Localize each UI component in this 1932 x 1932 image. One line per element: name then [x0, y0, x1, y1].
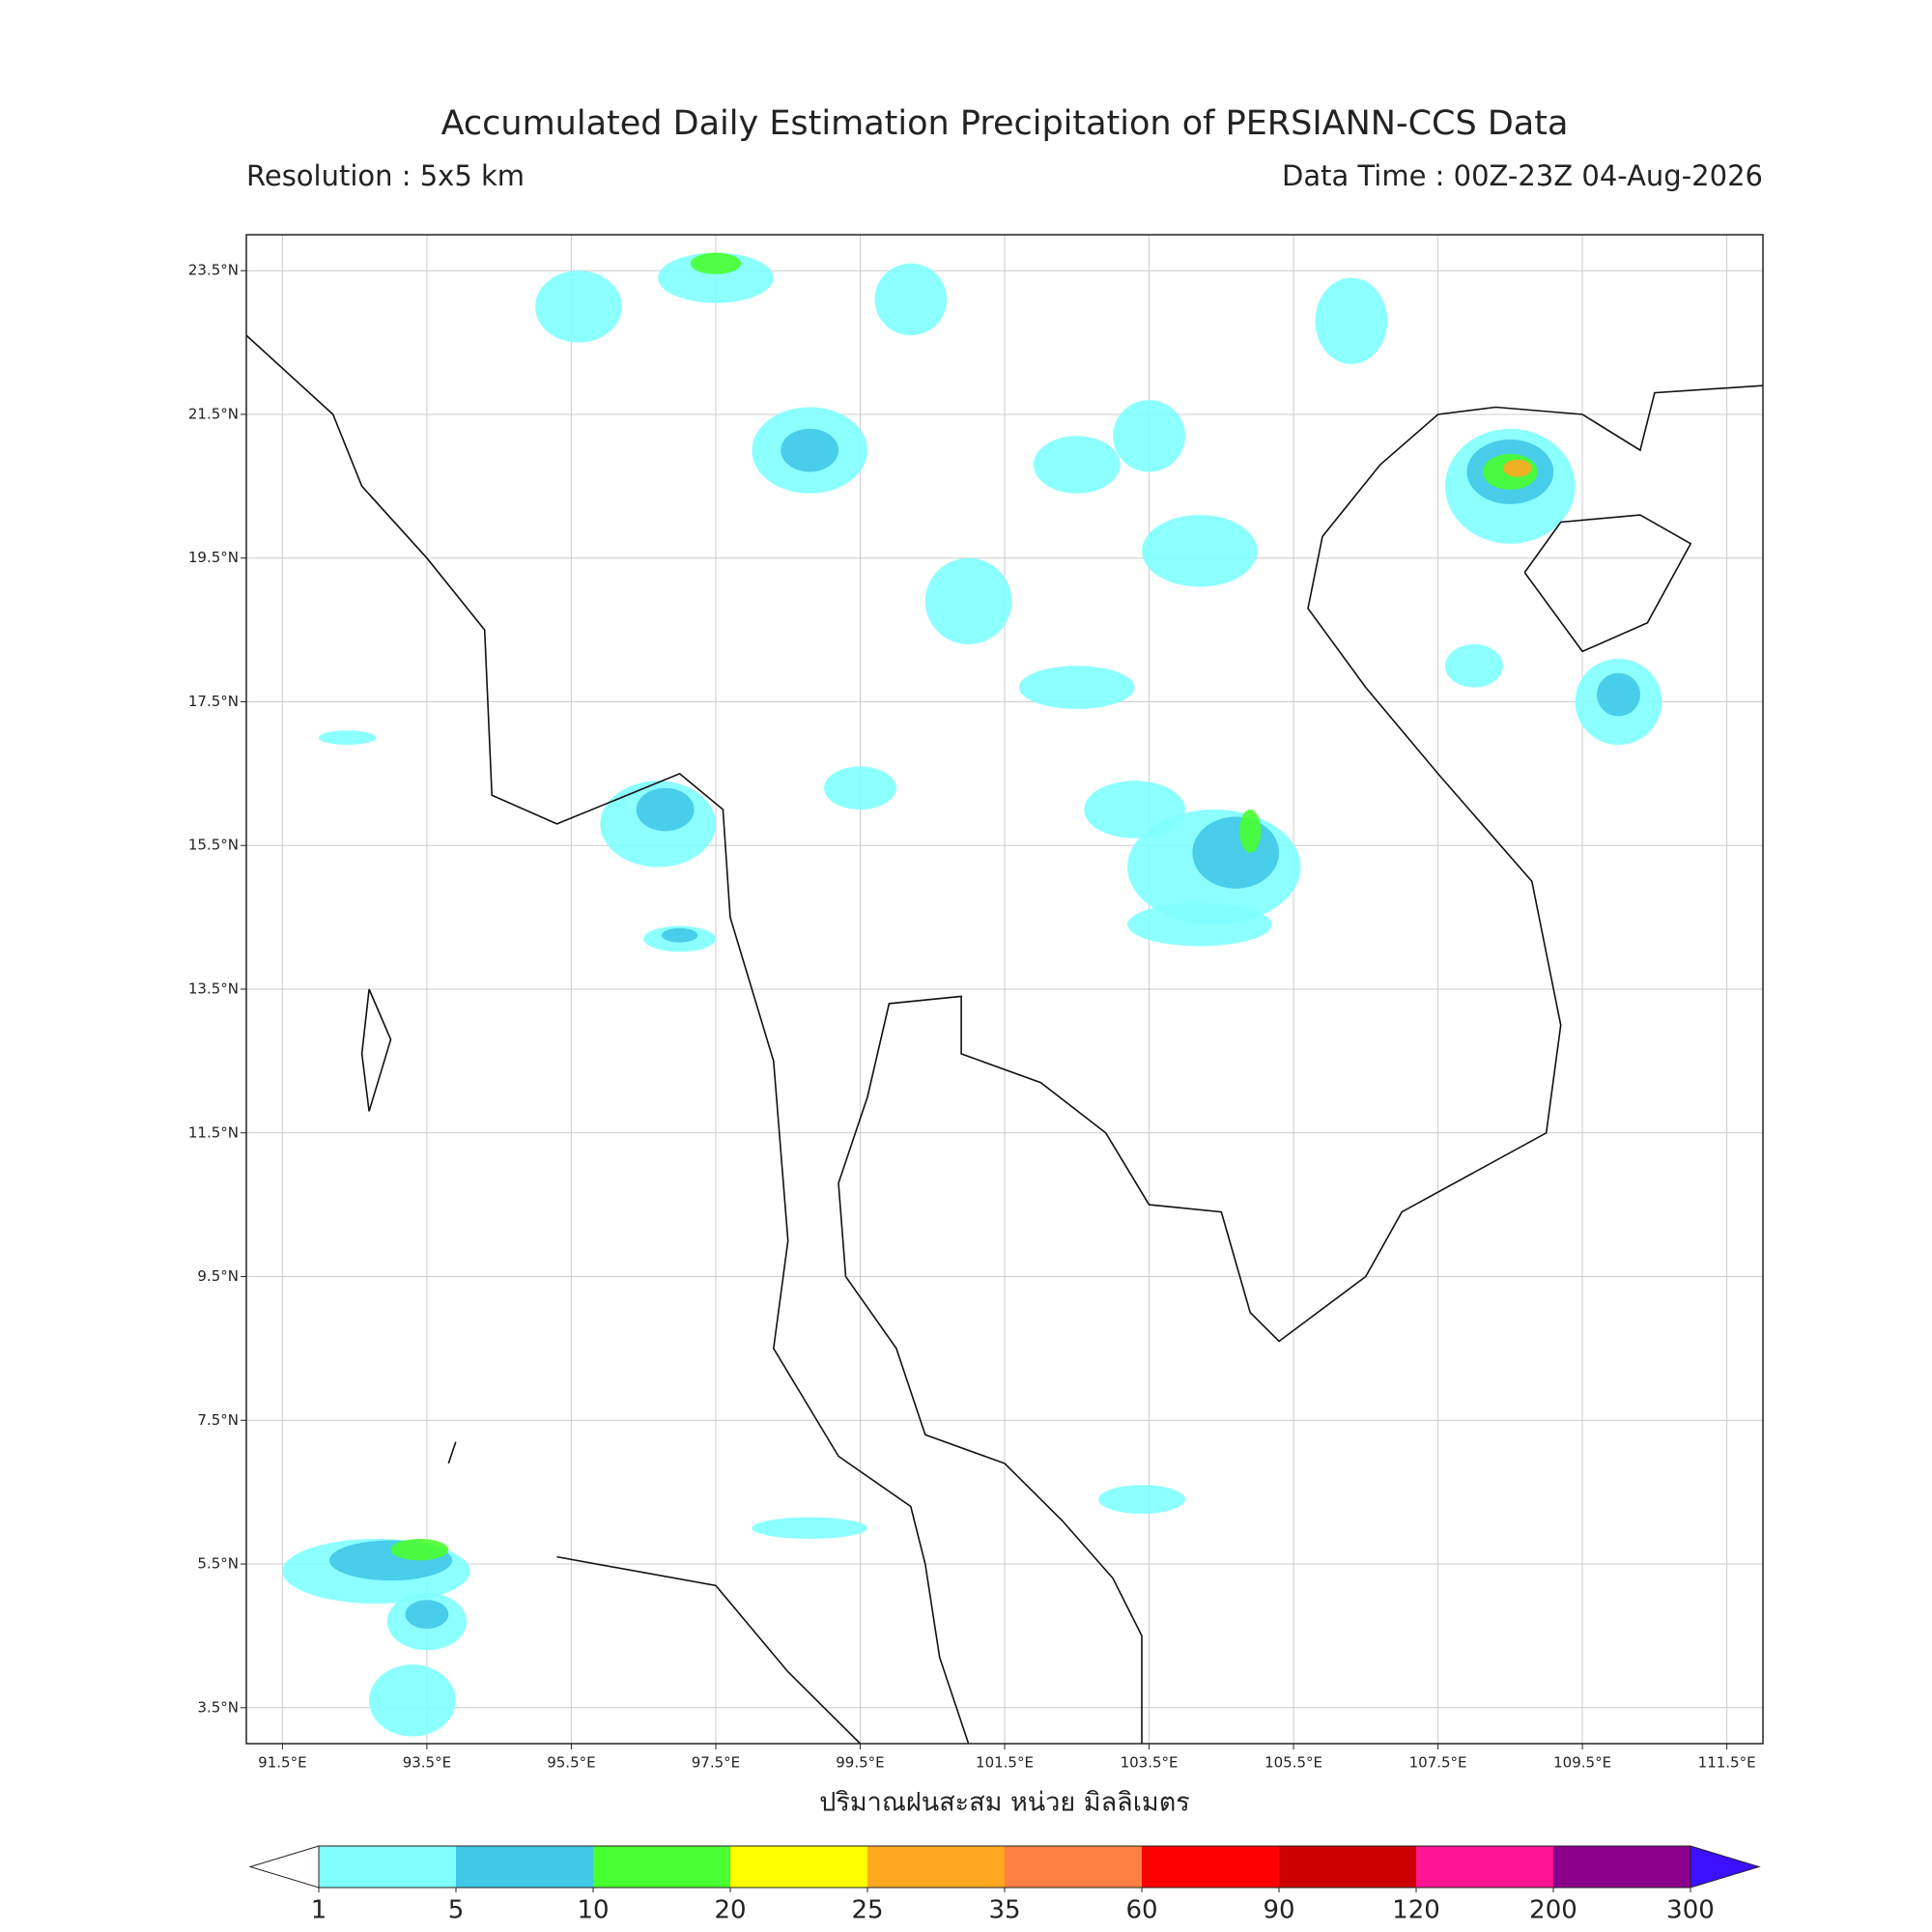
colorbar-label: 20 [714, 1896, 746, 1925]
colorbar-swatch [867, 1846, 1005, 1888]
rain-area [318, 730, 377, 746]
data-time: Data Time : 00Z-23Z 04-Aug-2026 [1282, 159, 1763, 192]
colorbar-label: 35 [988, 1896, 1020, 1925]
rain-area [535, 270, 622, 343]
rain-area [405, 1600, 449, 1629]
colorbar-swatch [1553, 1846, 1690, 1888]
colorbar-swatch [1416, 1846, 1553, 1888]
colorbar-swatch [593, 1846, 730, 1888]
rain-layer [282, 252, 1662, 1737]
colorbar-swatch [1005, 1846, 1142, 1888]
coast-line [1523, 514, 1692, 653]
colorbar-label: 200 [1529, 1896, 1577, 1925]
title: Accumulated Daily Estimation Precipitati… [441, 104, 1569, 143]
coast-line [556, 1555, 862, 1745]
x-tick-label: 101.5°E [976, 1754, 1034, 1772]
grid [246, 235, 1763, 1744]
y-tick-label: 23.5°N [188, 262, 239, 279]
y-tick-label: 13.5°N [188, 980, 239, 998]
colorbar-under [248, 1845, 320, 1889]
rain-area [781, 428, 839, 472]
x-axis-label: ปริมาณฝนสะสม หน่วย มิลลิเมตร [819, 1788, 1190, 1818]
y-tick-label: 9.5°N [197, 1267, 239, 1285]
coast-line [447, 1441, 457, 1464]
rain-area [1238, 810, 1262, 853]
x-tick-label: 103.5°E [1121, 1754, 1179, 1772]
colorbar-over [1690, 1845, 1761, 1889]
y-tick-label: 17.5°N [188, 693, 239, 710]
rain-area [690, 252, 742, 274]
rain-area [1445, 643, 1503, 688]
colorbar-label: 1 [311, 1896, 327, 1925]
colorbar-label: 90 [1263, 1896, 1294, 1925]
coast-line [838, 384, 1764, 1744]
rain-area [1098, 1485, 1185, 1514]
colorbar-swatch [319, 1846, 456, 1888]
colorbar-swatch [456, 1846, 593, 1888]
colorbar-label: 5 [448, 1896, 465, 1925]
rain-area [369, 1664, 456, 1737]
colorbar: 1 5 10 20 25 35 60 90 120 200 300 [248, 1845, 1761, 1925]
y-tick-label: 21.5°N [188, 405, 239, 422]
colorbar-swatch [730, 1846, 867, 1888]
rain-area [1127, 902, 1272, 947]
colorbar-label: 300 [1666, 1896, 1715, 1925]
x-tick-label: 95.5°E [547, 1754, 595, 1772]
rain-area [661, 927, 698, 943]
y-tick-label: 7.5°N [197, 1411, 239, 1429]
colorbar-label: 10 [577, 1896, 609, 1925]
colorbar-label: 60 [1125, 1896, 1157, 1925]
rain-area [1192, 816, 1280, 889]
colorbar-swatch [1279, 1846, 1416, 1888]
colorbar-label: 120 [1392, 1896, 1440, 1925]
rain-area [1113, 400, 1185, 472]
x-tick-label: 93.5°E [403, 1754, 451, 1772]
x-tick-label: 91.5°E [258, 1754, 306, 1772]
rain-area [752, 1517, 867, 1540]
coastline [245, 334, 1764, 1745]
x-tick-label: 97.5°E [692, 1754, 740, 1772]
y-tick-label: 11.5°N [188, 1123, 239, 1141]
colorbar-label: 25 [851, 1896, 883, 1925]
tick-labels: 91.5°E 93.5°E 95.5°E 97.5°E 99.5°E 101.5°E 103… [188, 262, 1756, 1772]
rain-area [874, 263, 948, 336]
y-tick-label: 5.5°N [197, 1555, 239, 1573]
coast-line [360, 988, 392, 1112]
rain-area [1142, 515, 1258, 587]
rain-area [636, 787, 695, 832]
rain-area [1597, 672, 1640, 717]
y-tick-label: 3.5°N [197, 1698, 239, 1716]
rain-area [658, 252, 774, 303]
rain-area [1084, 781, 1185, 838]
rain-area [1315, 277, 1388, 364]
rain-area [924, 557, 1012, 644]
rain-area [1033, 436, 1121, 494]
x-tick-label: 99.5°E [836, 1754, 884, 1772]
x-tick-label: 105.5°E [1264, 1754, 1322, 1772]
x-tick-label: 111.5°E [1698, 1754, 1756, 1772]
x-tick-label: 107.5°E [1409, 1754, 1467, 1772]
y-tick-label: 15.5°N [188, 837, 239, 854]
coast-line [245, 334, 970, 1745]
rain-area [1018, 666, 1135, 709]
rain-area [1502, 459, 1532, 477]
resolution: Resolution : 5x5 km [246, 159, 525, 192]
rain-area [390, 1539, 449, 1561]
x-tick-label: 109.5°E [1553, 1754, 1611, 1772]
colorbar-swatch [1142, 1846, 1279, 1888]
y-tick-label: 19.5°N [188, 549, 239, 566]
rain-area [824, 766, 896, 810]
